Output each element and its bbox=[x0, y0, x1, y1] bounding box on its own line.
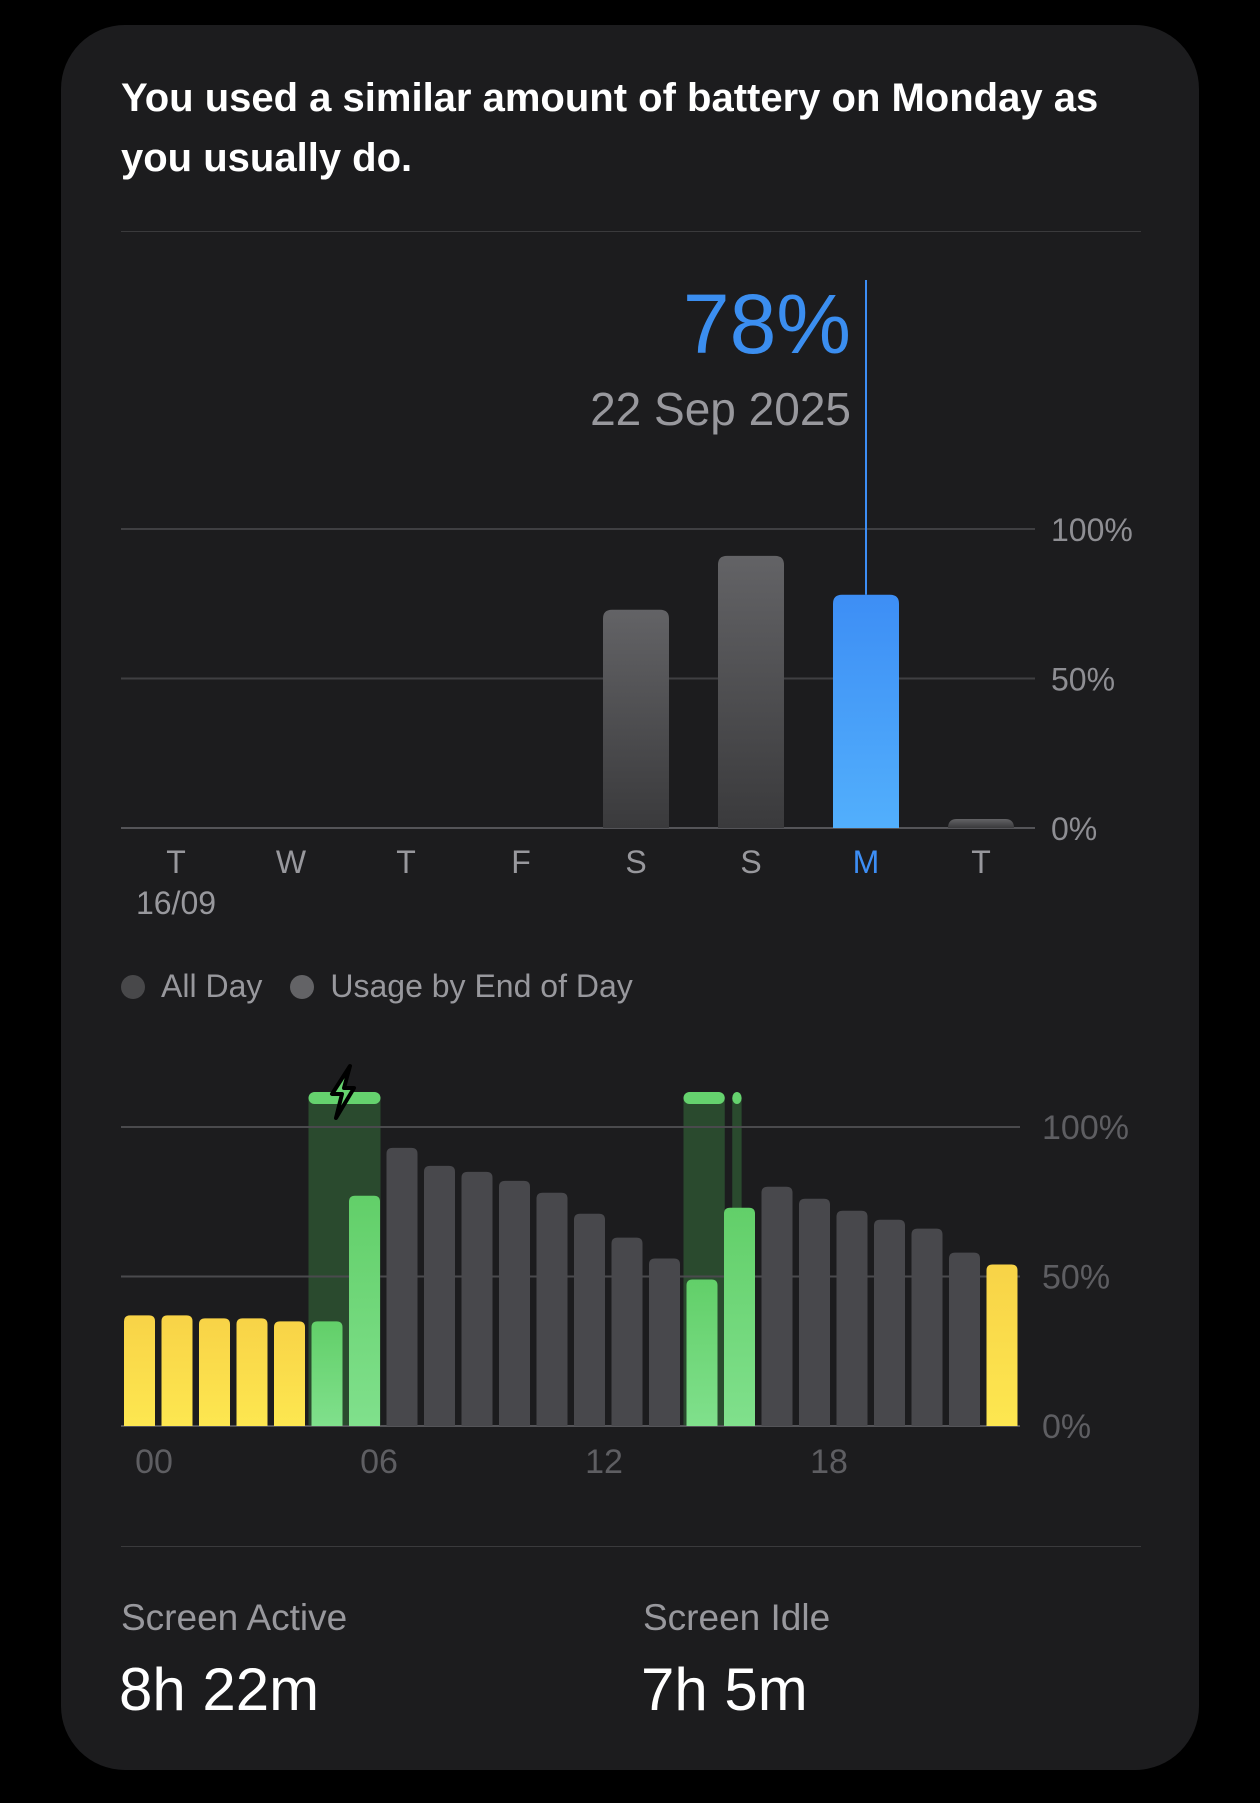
day-label[interactable]: M bbox=[853, 844, 880, 880]
hour-bar[interactable] bbox=[574, 1213, 605, 1426]
screen-active-value: 8h 22m bbox=[119, 1656, 320, 1723]
hour-bar[interactable] bbox=[199, 1318, 230, 1426]
y-tick-label: 100% bbox=[1042, 1109, 1129, 1147]
day-label[interactable]: F bbox=[511, 844, 531, 880]
legend-label: All Day bbox=[161, 968, 263, 1004]
date-label: 16/09 bbox=[136, 885, 216, 921]
hour-bar[interactable] bbox=[799, 1198, 830, 1426]
day-bar[interactable] bbox=[948, 819, 1014, 828]
hour-bar[interactable] bbox=[236, 1318, 268, 1426]
hour-bar[interactable] bbox=[161, 1315, 193, 1426]
day-bar[interactable] bbox=[718, 555, 784, 828]
legend-usage-end-of-day[interactable]: Usage by End of Day bbox=[290, 968, 633, 1005]
hour-bar[interactable] bbox=[724, 1207, 755, 1426]
hour-bar[interactable] bbox=[536, 1192, 568, 1426]
legend-dot bbox=[290, 974, 315, 999]
hour-bar[interactable] bbox=[874, 1219, 905, 1426]
legend-dot bbox=[121, 974, 145, 999]
day-bar[interactable] bbox=[833, 594, 899, 828]
hour-bar[interactable] bbox=[274, 1321, 305, 1426]
charging-indicator bbox=[732, 1092, 742, 1104]
day-label[interactable]: W bbox=[276, 844, 307, 880]
hour-bar[interactable] bbox=[649, 1258, 680, 1426]
hour-bar[interactable] bbox=[949, 1252, 980, 1426]
screen-idle-label: Screen Idle bbox=[643, 1597, 831, 1638]
day-label[interactable]: T bbox=[396, 844, 416, 880]
x-tick-label: 12 bbox=[585, 1443, 623, 1481]
y-tick-label: 0% bbox=[1051, 811, 1097, 847]
hour-bar[interactable] bbox=[386, 1147, 418, 1426]
day-label[interactable]: S bbox=[740, 844, 761, 880]
charging-indicator bbox=[683, 1092, 725, 1104]
y-tick-label: 50% bbox=[1051, 662, 1115, 698]
hourly-battery-chart[interactable]: 0% 50% 100% 00 06 12 18 bbox=[0, 1040, 1260, 1500]
y-tick-label: 0% bbox=[1042, 1408, 1091, 1446]
hour-bar[interactable] bbox=[911, 1228, 943, 1426]
hour-bar[interactable] bbox=[611, 1237, 643, 1426]
hour-bar[interactable] bbox=[761, 1186, 793, 1426]
day-label[interactable]: T bbox=[971, 844, 991, 880]
day-label[interactable]: T bbox=[166, 844, 186, 880]
hour-bar[interactable] bbox=[461, 1171, 493, 1426]
x-tick-label: 06 bbox=[360, 1443, 398, 1481]
divider bbox=[121, 1546, 1141, 1547]
screen-idle-value: 7h 5m bbox=[641, 1656, 808, 1723]
hour-bar[interactable] bbox=[124, 1315, 155, 1426]
battery-usage-card bbox=[61, 25, 1199, 1770]
x-tick-label: 00 bbox=[135, 1443, 173, 1481]
legend-label: Usage by End of Day bbox=[330, 968, 633, 1004]
hour-bar[interactable] bbox=[686, 1279, 718, 1426]
hour-bar[interactable] bbox=[836, 1210, 868, 1426]
y-tick-label: 50% bbox=[1042, 1259, 1110, 1297]
hour-bar[interactable] bbox=[986, 1264, 1018, 1426]
hour-bar[interactable] bbox=[311, 1321, 343, 1426]
divider bbox=[121, 231, 1141, 232]
charging-bolt-icon bbox=[330, 1064, 356, 1120]
hour-bar[interactable] bbox=[349, 1195, 380, 1426]
usage-summary: You used a similar amount of battery on … bbox=[121, 76, 1099, 180]
hour-bar[interactable] bbox=[499, 1180, 530, 1426]
day-label[interactable]: S bbox=[625, 844, 646, 880]
chart-legend: All Day Usage by End of Day bbox=[121, 968, 647, 1005]
legend-all-day[interactable]: All Day bbox=[121, 968, 262, 1005]
hour-bar[interactable] bbox=[424, 1165, 455, 1426]
selected-day-date: 22 Sep 2025 bbox=[590, 383, 851, 435]
y-tick-label: 100% bbox=[1051, 512, 1133, 548]
screen-active-label: Screen Active bbox=[121, 1597, 348, 1638]
daily-usage-chart[interactable]: 0% 50% 100% T 16/09 W T F S S M T bbox=[0, 0, 1260, 940]
x-tick-label: 18 bbox=[810, 1443, 848, 1481]
selected-day-percentage: 78% bbox=[682, 277, 851, 371]
day-bar[interactable] bbox=[603, 609, 669, 828]
